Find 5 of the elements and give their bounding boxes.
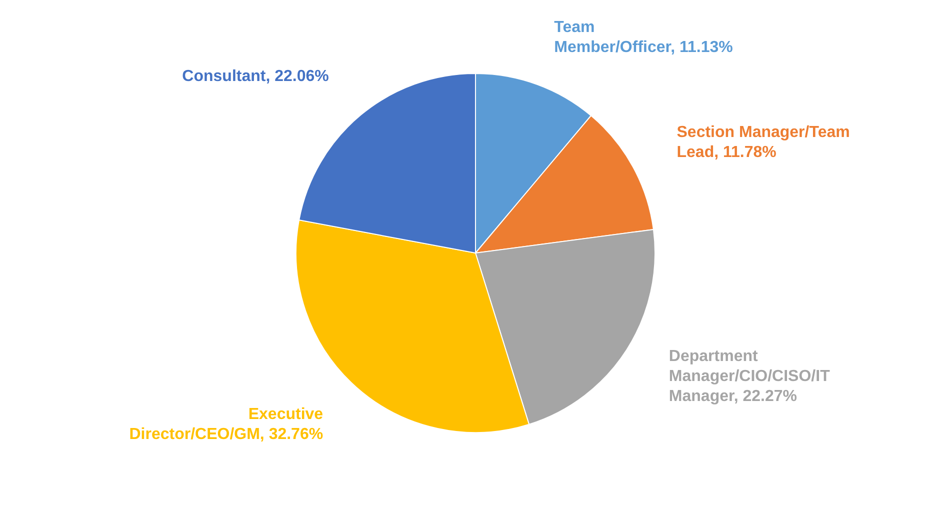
slice-label: Consultant, 22.06%	[182, 68, 329, 85]
slice-label: Team Member/Officer, 11.13%	[554, 18, 733, 56]
slice-label: Department Manager/CIO/CISO/IT Manager, 22.27%	[668, 348, 830, 405]
slice-label: Executive Director/CEO/GM, 32.76%	[129, 406, 324, 443]
slice-label: Section Manager/Team Lead, 11.78%	[676, 124, 850, 162]
